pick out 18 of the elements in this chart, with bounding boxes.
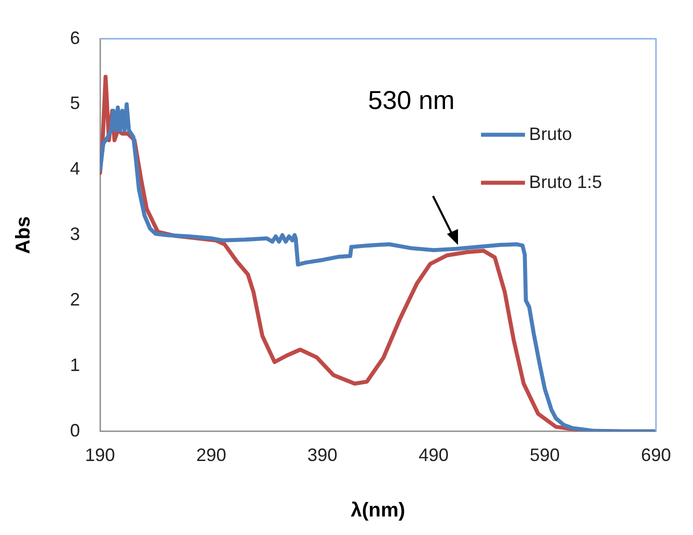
y-tick-label: 3 [70,224,80,244]
x-tick-label: 490 [418,445,449,466]
y-tick-label: 6 [70,28,80,48]
x-tick-label: 690 [640,445,672,466]
y-tick-label: 4 [70,158,80,179]
y-axis-title: Abs [12,216,35,254]
x-tick-label: 290 [196,445,226,466]
x-tick-label: 190 [84,445,116,466]
x-tick-label: 390 [307,445,338,466]
annotation: 530 nm [368,84,455,115]
y-tick-label: 1 [70,354,80,375]
legend-label: Bruto [528,124,572,144]
y-tick-label: 5 [70,93,80,114]
legend-label: Bruto 1:5 [528,172,602,192]
y-tick-label: 2 [70,290,80,310]
x-axis-title: λ(nm) [350,500,406,522]
y-tick-label: 0 [70,420,80,440]
x-tick-label: 590 [530,445,560,466]
